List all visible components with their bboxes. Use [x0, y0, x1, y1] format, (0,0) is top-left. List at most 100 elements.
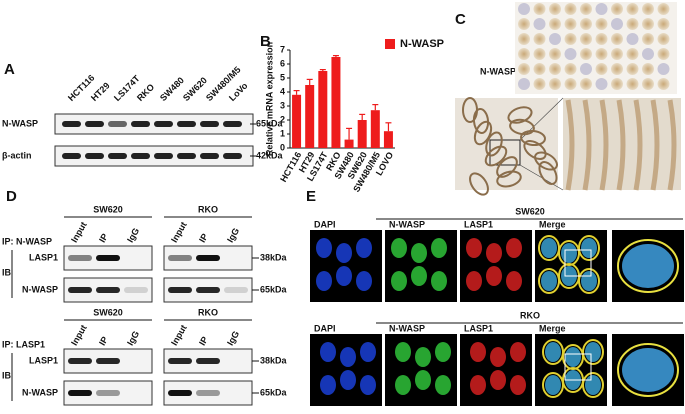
band	[200, 121, 219, 127]
tma-core	[580, 78, 592, 90]
tissue	[472, 108, 490, 134]
cell	[435, 375, 451, 395]
band	[108, 153, 127, 159]
band	[200, 153, 219, 159]
tissue	[469, 172, 489, 196]
tma-core	[642, 63, 654, 75]
bar	[370, 110, 380, 148]
band	[96, 390, 120, 396]
cell	[340, 370, 356, 390]
tma-core	[626, 3, 639, 15]
tma-core	[518, 48, 530, 60]
tma-core	[626, 33, 639, 45]
zoom-box	[564, 249, 592, 277]
lane-label: IgG	[225, 329, 241, 347]
tma-core	[533, 3, 546, 15]
ip-label: IP: N-WASP	[2, 236, 52, 246]
lane-label: IP	[197, 335, 210, 347]
cell-rim	[578, 235, 600, 261]
lane-label: IP	[97, 335, 110, 347]
gland	[582, 99, 592, 191]
bar	[383, 131, 393, 148]
legend-swatch	[385, 39, 395, 49]
cell-rim	[578, 268, 600, 294]
band	[62, 121, 81, 127]
cell	[510, 342, 526, 362]
band	[196, 390, 220, 396]
tma-core	[549, 48, 561, 60]
panel-label: D	[6, 188, 17, 205]
tissue	[534, 151, 558, 171]
tma-core	[642, 48, 654, 60]
tissue	[496, 156, 518, 178]
band	[177, 121, 196, 127]
cell	[506, 271, 522, 291]
cell	[356, 271, 372, 291]
tma-core	[611, 78, 623, 90]
tma-core	[611, 3, 623, 15]
cell	[411, 266, 427, 286]
tma-core	[595, 33, 608, 45]
cell	[486, 266, 502, 286]
tissue	[507, 106, 533, 124]
lane-label: Input	[169, 323, 189, 347]
band	[196, 287, 220, 293]
cell	[316, 238, 332, 258]
tma-core	[533, 48, 546, 60]
cell	[506, 238, 522, 258]
tma-core	[533, 63, 546, 75]
cell	[340, 347, 356, 367]
cell	[541, 271, 557, 291]
row-label: LASP1	[29, 355, 58, 365]
gland	[565, 99, 575, 191]
tma-core	[642, 18, 654, 30]
channel-label: LASP1	[464, 323, 493, 333]
channel-label: LASP1	[464, 219, 493, 229]
ihc-label: N-WASP	[480, 66, 516, 76]
cell	[545, 342, 561, 362]
tma-core	[580, 48, 592, 60]
channel-label: Merge	[539, 219, 566, 229]
band	[68, 358, 92, 364]
band	[196, 255, 220, 261]
tma-core	[626, 78, 639, 90]
y-axis-label: Relative mRNA expression	[264, 42, 274, 156]
cell-label: RKO	[198, 204, 218, 214]
tma-core	[657, 18, 670, 30]
cell-rim	[617, 239, 679, 293]
tma-core	[611, 63, 623, 75]
tma-core	[580, 18, 592, 30]
tma-core	[564, 3, 577, 15]
cell	[622, 348, 674, 392]
lane-label: SW480	[158, 75, 186, 103]
gland	[633, 99, 643, 191]
cell-label: RKO	[198, 307, 218, 317]
tissue	[485, 131, 503, 157]
bar	[331, 57, 341, 148]
zoom-box	[564, 353, 592, 381]
row-label: N-WASP	[22, 284, 58, 294]
cell-rim	[582, 339, 604, 365]
tma-core	[580, 3, 592, 15]
tma-core	[626, 18, 639, 30]
lane-label: IP	[97, 232, 110, 244]
cell	[470, 375, 486, 395]
lane-label: IgG	[225, 226, 241, 244]
tma-core	[595, 48, 608, 60]
band	[168, 287, 192, 293]
row-label: N-WASP	[22, 387, 58, 397]
lane-label: IgG	[125, 329, 141, 347]
band	[96, 255, 120, 261]
channel-label: Merge	[539, 323, 566, 333]
cell-label: SW620	[93, 307, 123, 317]
tma-core	[657, 33, 670, 45]
band	[96, 358, 120, 364]
channel-label: DAPI	[314, 323, 336, 333]
bar	[292, 94, 302, 148]
bar	[357, 120, 367, 148]
gland	[650, 99, 660, 191]
cell	[510, 375, 526, 395]
cell	[320, 375, 336, 395]
tma-core	[533, 18, 546, 30]
